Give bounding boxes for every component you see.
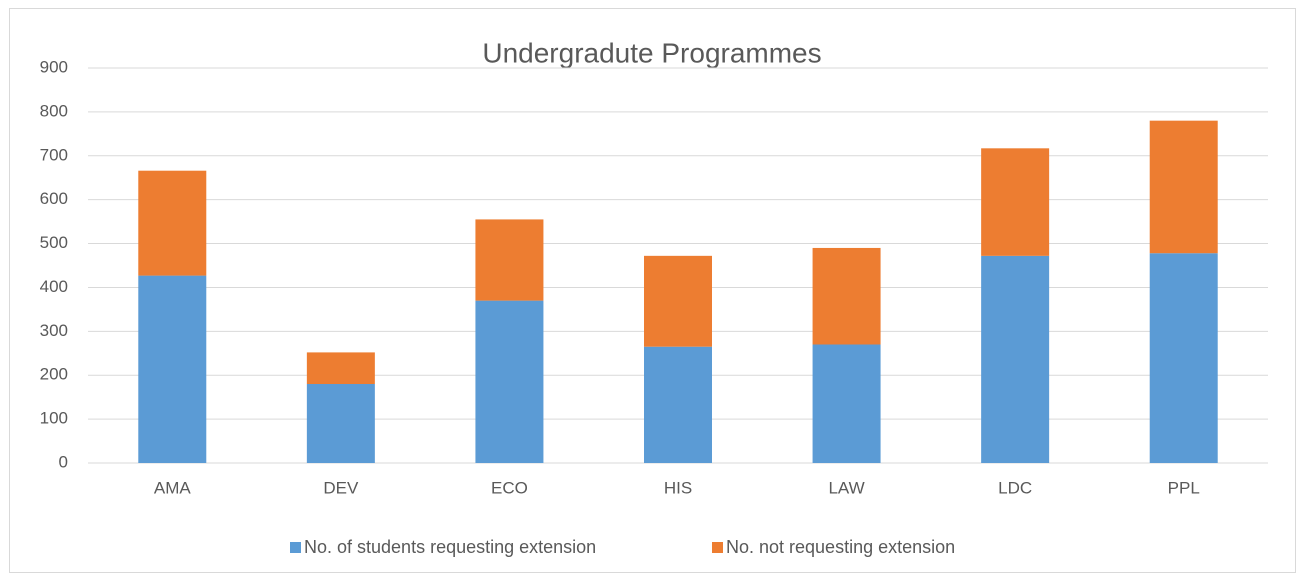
y-tick-label: 100: [40, 409, 68, 428]
bar-segment: [1149, 253, 1218, 463]
bar-segment: [981, 148, 1050, 256]
bar-segment: [644, 346, 712, 463]
x-tick-label: ECO: [491, 478, 528, 497]
x-tick-label: LAW: [828, 478, 864, 497]
y-tick-label: 800: [40, 101, 68, 120]
bar-segment: [812, 344, 881, 463]
y-tick-label: 600: [40, 189, 68, 208]
bar-segment: [475, 219, 544, 301]
x-tick-label: DEV: [323, 478, 359, 497]
bar-segment: [644, 255, 712, 347]
legend-swatch: [290, 542, 301, 553]
bar-segment: [475, 300, 544, 463]
legend-label: No. of students requesting extension: [304, 537, 596, 557]
bar-segment: [812, 247, 881, 345]
chart-title: Undergradute Programmes: [482, 37, 821, 68]
y-tick-label: 300: [40, 321, 68, 340]
bar-segment: [1149, 120, 1218, 254]
bar-segment: [138, 170, 207, 276]
y-tick-label: 0: [59, 452, 68, 471]
y-tick-label: 700: [40, 145, 68, 164]
y-tick-label: 500: [40, 233, 68, 252]
legend-label: No. not requesting extension: [726, 537, 955, 557]
bar-segment: [138, 275, 207, 463]
y-tick-label: 200: [40, 365, 68, 384]
bar-segment: [306, 384, 375, 463]
bar-segment: [981, 255, 1050, 463]
y-tick-label: 400: [40, 277, 68, 296]
x-tick-label: PPL: [1168, 478, 1200, 497]
bar-segment: [306, 352, 375, 384]
x-tick-label: AMA: [154, 478, 192, 497]
x-tick-label: LDC: [998, 478, 1032, 497]
legend-swatch: [712, 542, 723, 553]
y-tick-label: 900: [40, 57, 68, 76]
x-tick-label: HIS: [664, 478, 692, 497]
